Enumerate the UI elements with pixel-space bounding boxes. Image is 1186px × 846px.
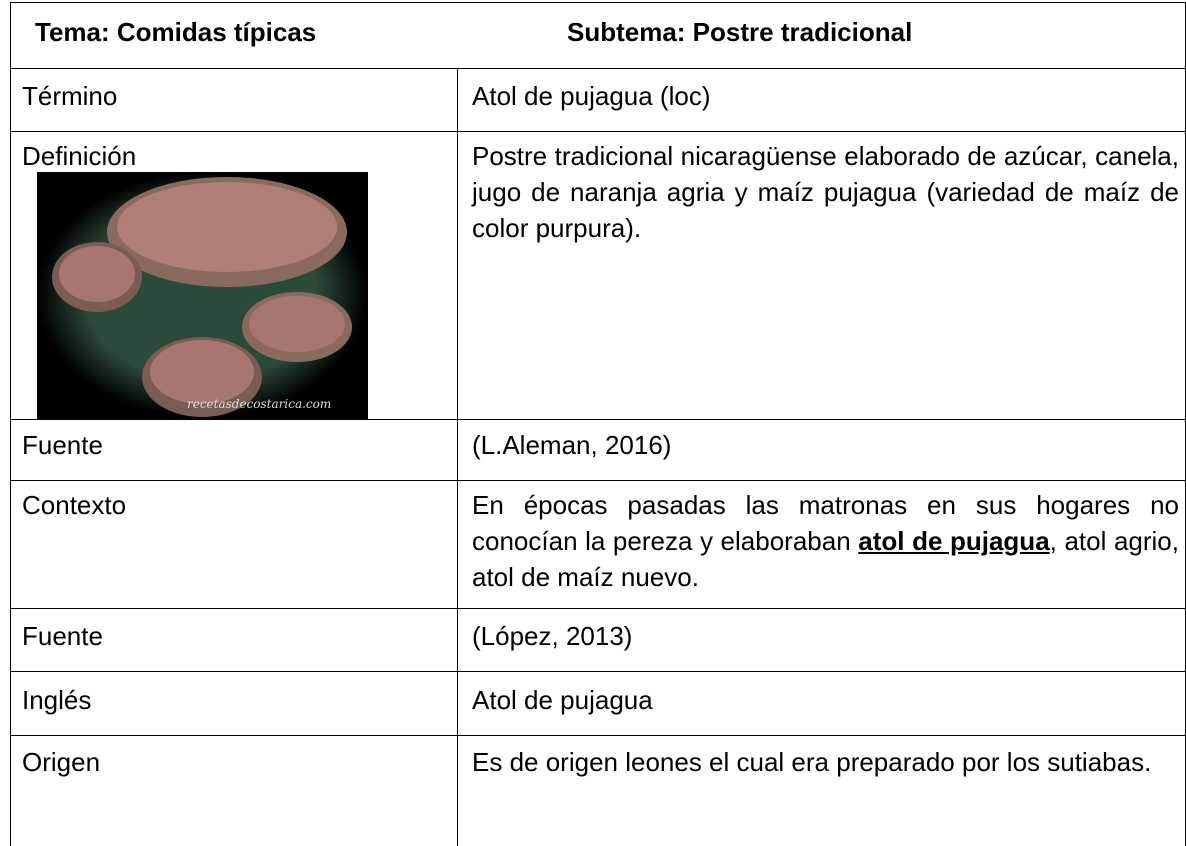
border	[10, 2, 11, 846]
border	[10, 671, 1186, 672]
row-content: (L.Aleman, 2016)	[472, 430, 672, 460]
photo: recetasdecostarica.com	[37, 172, 368, 419]
border	[10, 68, 1186, 69]
border	[10, 131, 1186, 132]
row-label: Fuente	[22, 430, 103, 460]
border	[10, 608, 1186, 609]
row-label: Definición	[22, 141, 137, 171]
text: En épocas pasadas las matronas en sus ho…	[472, 490, 1179, 556]
border	[10, 735, 1186, 736]
row-label: Contexto	[22, 490, 127, 520]
row-content: Es de origen leones el cual era preparad…	[472, 747, 1152, 777]
border	[457, 68, 458, 846]
header-cell: Subtema: Postre tradicional	[567, 17, 913, 47]
watermark: recetasdecostarica.com	[187, 397, 331, 411]
row-content: En épocas pasadas las matronas en sus ho…	[472, 487, 1179, 595]
row-content: Postre tradicional nicaragüense elaborad…	[472, 141, 1179, 243]
row-content: Atol de pujagua	[472, 685, 653, 715]
border	[10, 2, 1186, 3]
emphasis: atol de pujagua	[858, 526, 1050, 556]
border	[10, 419, 1186, 420]
row-label: Fuente	[22, 621, 103, 651]
row-label: Inglés	[22, 685, 92, 715]
row-content: Atol de pujagua (loc)	[472, 81, 711, 111]
text: , atol agrio, atol de maíz nuevo.	[472, 526, 1179, 592]
row-label: Origen	[22, 747, 101, 777]
row-content: (López, 2013)	[472, 621, 633, 651]
border	[10, 480, 1186, 481]
row-label: Término	[22, 81, 118, 111]
header-cell: Tema: Comidas típicas	[35, 17, 317, 47]
